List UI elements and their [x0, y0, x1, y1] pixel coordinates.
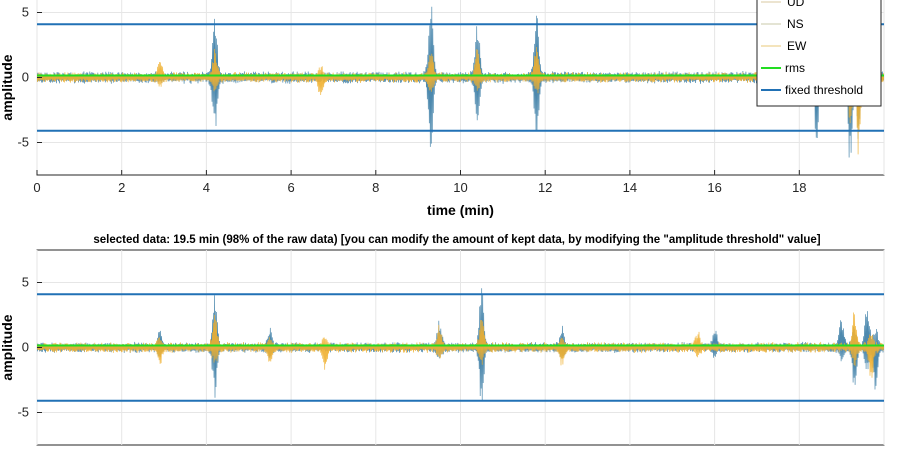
- x-tick-label: 2: [118, 180, 125, 195]
- legend-entry: UD: [787, 0, 805, 9]
- bottom-panel-title: selected data: 19.5 min (98% of the raw …: [93, 234, 820, 246]
- legend-entry: rms: [785, 61, 805, 75]
- x-tick-label: 4: [203, 180, 210, 195]
- y-tick-label: 5: [22, 5, 29, 20]
- bottom-ticks: 5 0 -5: [17, 275, 42, 420]
- x-tick-label: 6: [287, 180, 294, 195]
- x-tick-label: 0: [33, 180, 40, 195]
- y-tick-label: -5: [17, 135, 29, 150]
- top-legend: UD NS EW rms fixed threshold: [756, 0, 882, 107]
- trace-group: [37, 288, 884, 402]
- legend-box: [756, 0, 882, 107]
- top-traces: [37, 6, 884, 158]
- top-x-axis-label: time (min): [427, 202, 494, 218]
- legend-entry: fixed threshold: [785, 83, 863, 97]
- x-tick-label: 10: [453, 180, 467, 195]
- x-tick-label: 12: [538, 180, 552, 195]
- y-tick-label: 5: [22, 275, 29, 290]
- top-panel: 5 0 -5 0 2 4 6 8 10 12 14 16 18 amplitude time (min)…: [0, 0, 885, 218]
- trace-group: [37, 6, 884, 158]
- legend-entry: NS: [787, 17, 804, 31]
- series-line-EW: [37, 41, 884, 155]
- top-y-axis-label: amplitude: [0, 54, 15, 120]
- y-tick-label: -5: [17, 405, 29, 420]
- y-tick-label: 0: [22, 70, 29, 85]
- top-ticks: 5 0 -5 0 2 4 6 8 10 12 14 16 18: [17, 5, 806, 196]
- bottom-y-axis-label: amplitude: [0, 314, 15, 380]
- x-tick-label: 18: [792, 180, 806, 195]
- bottom-panel: selected data: 19.5 min (98% of the raw …: [0, 234, 885, 446]
- x-tick-label: 8: [372, 180, 379, 195]
- x-tick-label: 16: [707, 180, 721, 195]
- bottom-traces: [37, 288, 884, 402]
- y-tick-label: 0: [22, 340, 29, 355]
- x-tick-label: 14: [623, 180, 637, 195]
- legend-entry: EW: [787, 39, 807, 53]
